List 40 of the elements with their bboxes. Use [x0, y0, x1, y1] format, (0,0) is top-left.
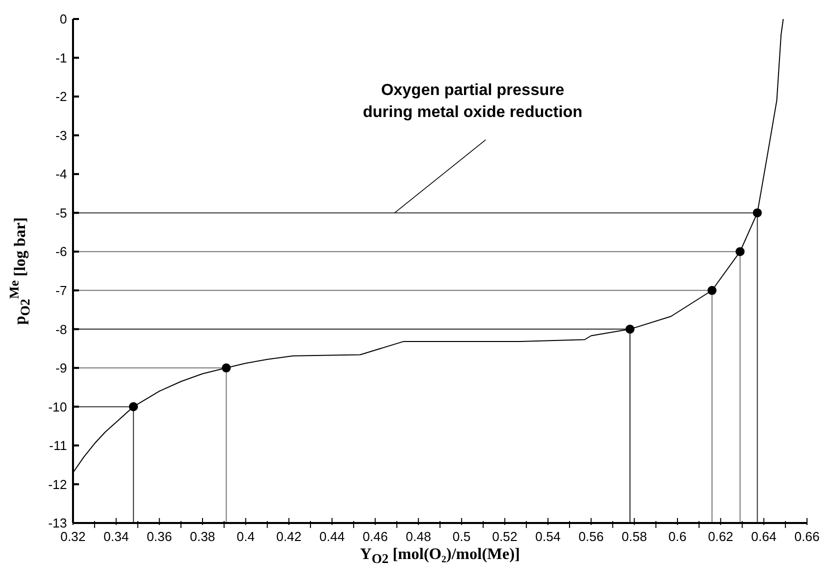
- y-tick-label: -5: [55, 205, 67, 220]
- x-tick-label: 0.64: [751, 529, 776, 544]
- x-tick-label: 0.44: [319, 529, 345, 544]
- y-tick-label: -11: [49, 438, 67, 454]
- y-tick-label: -6: [55, 244, 67, 260]
- point: [708, 286, 717, 295]
- x-tick-label: 0.48: [406, 529, 432, 544]
- point: [736, 247, 745, 256]
- y-tick-label: -2: [55, 89, 67, 104]
- x-tick-label: 0.56: [578, 529, 604, 544]
- y-tick-label: -12: [48, 476, 67, 492]
- x-tick-label: 0.36: [146, 529, 172, 544]
- x-tick-label: 0.38: [190, 529, 216, 544]
- x-tick-label: 0.42: [276, 529, 302, 544]
- x-tick-label: 0.6: [668, 529, 687, 544]
- x-tick-label: 0.66: [794, 529, 820, 544]
- y-tick-label: -8: [55, 322, 67, 337]
- y-tick-label: -7: [55, 283, 67, 298]
- y-tick-label: -1: [55, 50, 67, 66]
- x-tick-label: 0.58: [622, 529, 647, 544]
- x-tick-label: 0.32: [60, 529, 86, 544]
- y-tick-label: -9: [55, 360, 67, 376]
- x-tick-label: 0.34: [104, 529, 129, 544]
- y-tick-label: -10: [48, 399, 67, 414]
- annotation: Oxygen partial pressure during metal oxide reduction: [362, 82, 582, 121]
- point: [222, 363, 231, 372]
- point: [752, 208, 762, 218]
- x-axis-title: Y$_{O2}$ [mol(O₂)/mol(Me)]: [359, 546, 521, 568]
- x-tick-label: 0.4: [236, 529, 255, 544]
- x-tick-label: 0.62: [708, 529, 734, 544]
- y-tick-label: -13: [48, 516, 67, 531]
- x-tick-label: 0.54: [535, 529, 561, 544]
- y-tick-label: -4: [55, 166, 67, 182]
- y-tick-label: 0: [60, 12, 67, 27]
- x-tick-label: 0.52: [492, 529, 518, 544]
- point: [128, 402, 138, 412]
- x-tick-label: 0.46: [362, 529, 388, 544]
- point: [625, 324, 634, 334]
- y-tick-label: -3: [55, 128, 67, 143]
- x-tick-label: 0.5: [452, 529, 471, 544]
